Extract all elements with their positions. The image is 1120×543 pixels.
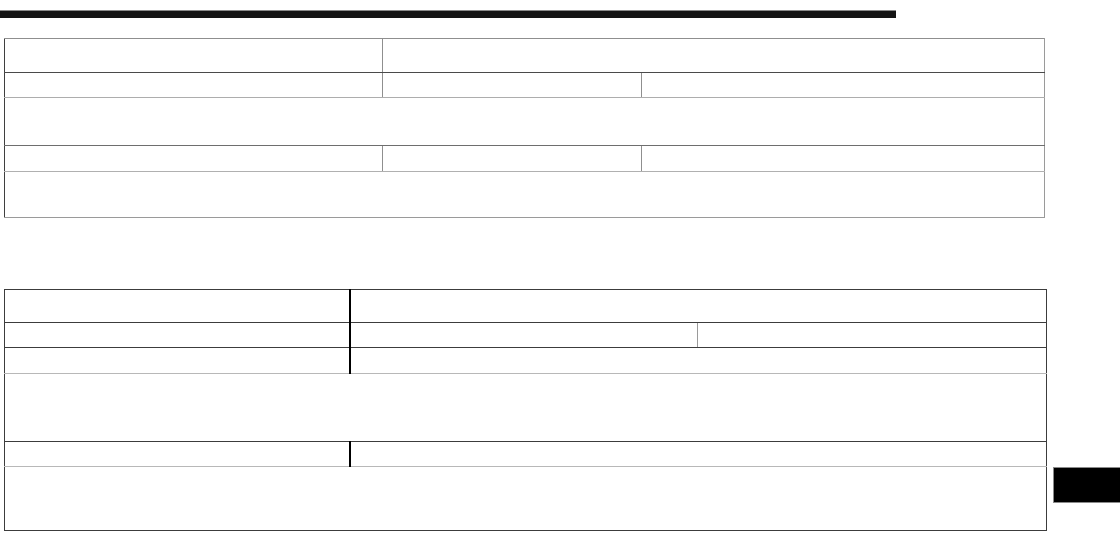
table-cell (382, 38, 1045, 73)
table-cell (641, 72, 1045, 98)
page-edge-tab (1053, 467, 1120, 503)
table-cell (4, 322, 351, 348)
table-cell (5, 467, 1047, 531)
upper-table (4, 38, 1045, 218)
lower-table-row (4, 289, 1047, 323)
lower-table-row (4, 441, 1047, 467)
table-cell (349, 322, 698, 348)
table-cell (5, 172, 1045, 218)
table-cell (382, 72, 642, 98)
table-cell (641, 145, 1045, 172)
table-cell (697, 322, 1047, 348)
table-cell (4, 72, 383, 98)
table-cell (4, 347, 351, 374)
header-rule (0, 10, 896, 18)
table-cell (349, 347, 1047, 374)
table-cell (4, 97, 1045, 146)
table-cell (349, 289, 1047, 323)
upper-table-row (4, 72, 1045, 98)
table-cell (4, 38, 383, 73)
table-cell (382, 145, 642, 172)
table-cell (4, 373, 1047, 442)
table-cell (4, 145, 383, 172)
lower-table-row (4, 322, 1047, 348)
lower-table-row (4, 347, 1047, 374)
table-cell (4, 441, 351, 467)
upper-table-row (5, 172, 1045, 218)
lower-table (4, 289, 1047, 531)
upper-table-row (4, 38, 1045, 73)
lower-table-row (4, 373, 1047, 442)
upper-table-row (4, 97, 1045, 146)
table-cell (4, 289, 351, 323)
lower-table-row (5, 467, 1047, 531)
upper-table-row (4, 145, 1045, 172)
table-cell (349, 441, 1047, 467)
